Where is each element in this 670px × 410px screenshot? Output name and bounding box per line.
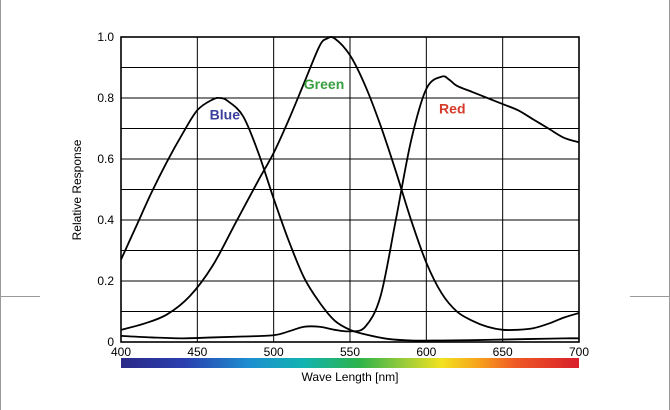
x-axis-title: Wave Length [nm] xyxy=(302,370,399,384)
series-labels: Blue Green Red xyxy=(210,76,466,123)
x-tick-label: 600 xyxy=(416,345,436,359)
x-tick-label: 500 xyxy=(264,345,284,359)
series-label-green: Green xyxy=(304,76,344,92)
series-line-red xyxy=(120,75,580,340)
x-axis: 400 450 500 550 600 650 700 xyxy=(111,345,589,359)
chart-grid xyxy=(121,37,579,342)
spectrum-color-bar xyxy=(121,358,579,368)
plot-border xyxy=(120,36,580,343)
x-tick-label: 650 xyxy=(493,345,513,359)
y-axis-title: Relative Response xyxy=(70,139,84,240)
series-line-blue xyxy=(120,96,580,342)
series-line-green xyxy=(120,36,580,331)
chart-series xyxy=(120,36,580,342)
y-tick-label: 0.6 xyxy=(97,152,114,166)
y-tick-label: 0.2 xyxy=(97,274,114,288)
y-axis: 0 0.2 0.4 0.6 0.8 1.0 xyxy=(97,30,114,349)
y-tick-label: 0 xyxy=(107,335,114,349)
x-tick-label: 400 xyxy=(111,345,131,359)
series-label-red: Red xyxy=(439,100,465,116)
series-label-blue: Blue xyxy=(210,106,241,122)
x-tick-label: 700 xyxy=(569,345,589,359)
y-tick-label: 0.4 xyxy=(97,213,114,227)
x-tick-label: 550 xyxy=(340,345,360,359)
y-tick-label: 1.0 xyxy=(97,30,114,44)
y-tick-label: 0.8 xyxy=(97,91,114,105)
x-tick-label: 450 xyxy=(187,345,207,359)
